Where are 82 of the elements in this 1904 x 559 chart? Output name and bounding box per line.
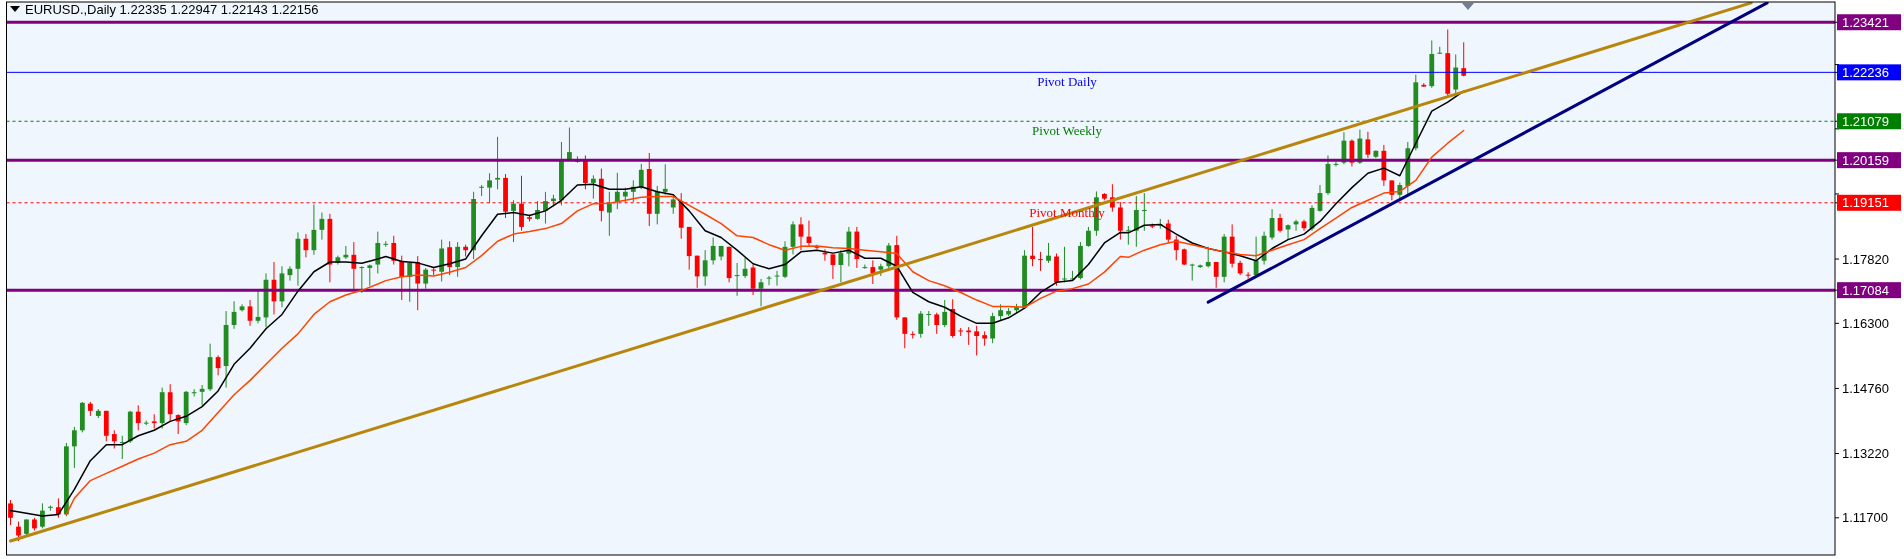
candlestick — [119, 435, 125, 460]
y-tick-label: 1.13220 — [1842, 446, 1889, 462]
candlestick — [447, 240, 453, 276]
candlestick — [1365, 131, 1371, 159]
y-tick-label: 1.23421 — [1842, 14, 1889, 30]
candlestick — [16, 521, 21, 542]
y-tick-label: 1.22236 — [1842, 64, 1889, 80]
y-tick-label: 1.16300 — [1842, 315, 1889, 331]
y-tick-label: 1.14760 — [1842, 380, 1889, 396]
candlestick — [71, 426, 77, 469]
candlestick — [974, 325, 980, 356]
candlestick — [1133, 195, 1139, 248]
candlestick — [638, 163, 644, 190]
candlestick — [990, 312, 996, 344]
candlestick — [359, 265, 365, 294]
candlestick — [1189, 263, 1195, 282]
candlestick — [511, 199, 516, 243]
candlestick — [111, 429, 117, 449]
candlestick — [439, 239, 445, 282]
candlestick — [455, 241, 461, 278]
ref-line-label: Pivot Daily — [1037, 74, 1098, 90]
candlestick — [702, 249, 708, 287]
chart-title: EURUSD.,Daily 1.22335 1.22947 1.22143 1.22156 — [25, 2, 319, 17]
candlestick — [942, 299, 948, 328]
candlestick — [694, 255, 700, 289]
candlestick — [479, 184, 484, 197]
candlestick — [1086, 226, 1091, 248]
candlestick — [407, 262, 413, 303]
candlestick — [167, 383, 173, 422]
candlestick — [583, 154, 588, 190]
y-tick-label: 1.21079 — [1842, 113, 1889, 129]
candlestick — [1253, 236, 1259, 278]
candlestick — [191, 388, 197, 397]
candlestick — [1030, 226, 1035, 267]
candlestick — [351, 241, 357, 290]
candlestick — [151, 413, 157, 430]
candlestick — [40, 502, 45, 529]
candlestick — [710, 236, 716, 266]
candlestick — [1389, 179, 1395, 201]
y-tick-label: 1.17084 — [1842, 282, 1889, 298]
candlestick — [375, 231, 381, 274]
y-tick-label: 1.17820 — [1842, 251, 1889, 267]
candlestick — [199, 384, 205, 406]
y-tick-label: 1.19151 — [1842, 195, 1889, 211]
candlestick — [758, 278, 764, 307]
candlestick — [1165, 219, 1171, 244]
candlestick — [487, 172, 492, 204]
candlestick — [1062, 246, 1067, 283]
candlestick — [910, 330, 916, 340]
candlestick — [846, 226, 852, 267]
candlestick — [614, 172, 620, 210]
ref-line-label: Pivot Weekly — [1032, 123, 1103, 139]
candlestick — [902, 316, 908, 349]
candlestick — [1125, 225, 1131, 246]
candlestick — [567, 127, 572, 162]
candlestick — [1453, 53, 1459, 94]
candlestick — [391, 235, 397, 266]
y-tick-label: 1.20159 — [1842, 152, 1889, 168]
candlestick — [606, 191, 612, 237]
candlestick — [870, 259, 876, 285]
candlestick — [1046, 242, 1051, 264]
candlestick — [1245, 271, 1251, 279]
candlestick — [495, 136, 500, 190]
candlestick — [662, 163, 668, 196]
candlestick — [1205, 246, 1211, 269]
candlestick — [1461, 41, 1467, 77]
candlestick — [590, 174, 596, 200]
y-tick-label: 1.11700 — [1842, 510, 1889, 526]
candlestick — [399, 255, 405, 301]
candlestick — [934, 312, 940, 335]
candlestick — [8, 499, 13, 526]
candlestick — [918, 310, 924, 339]
candlestick — [862, 264, 868, 270]
candlestick — [383, 240, 389, 248]
candlestick — [654, 185, 660, 225]
candlestick — [1141, 192, 1147, 232]
candlestick — [543, 191, 548, 225]
candlestick — [1213, 261, 1219, 289]
candlestick — [423, 267, 429, 290]
candlestick — [135, 404, 141, 431]
candlestick — [926, 310, 932, 327]
candlestick — [1038, 251, 1043, 272]
